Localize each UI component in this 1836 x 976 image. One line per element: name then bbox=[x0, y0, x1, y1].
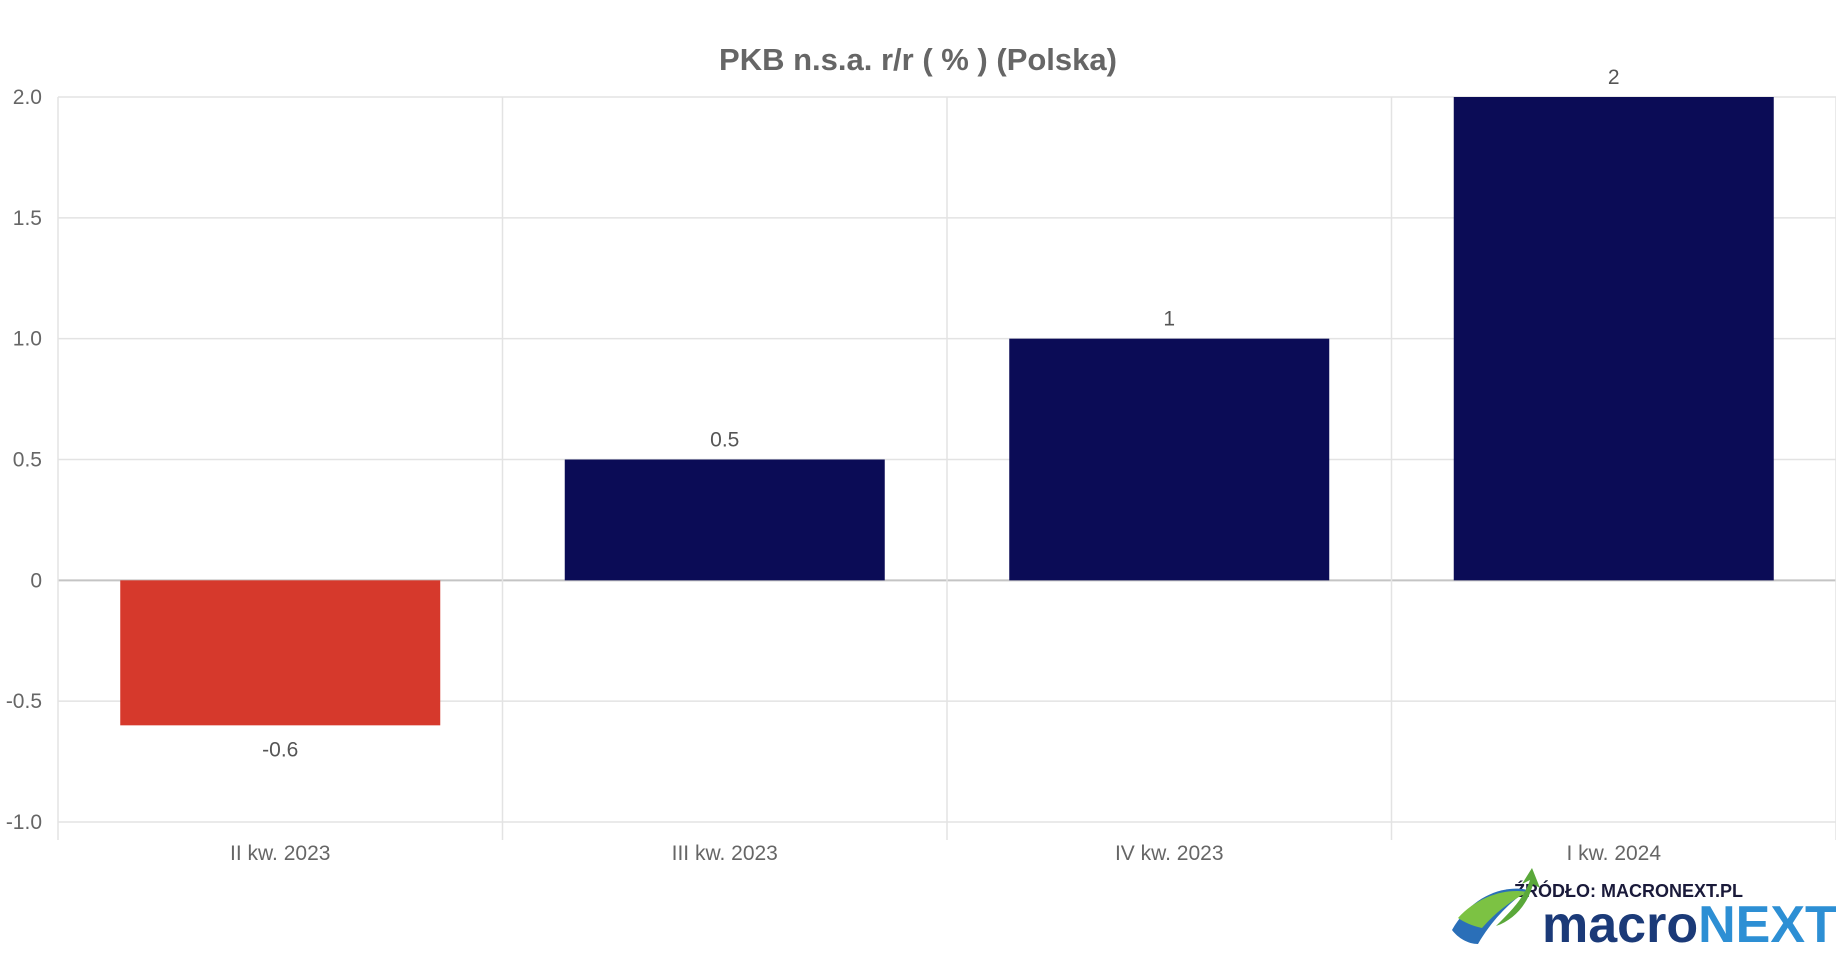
x-tick-label: I kw. 2024 bbox=[1566, 842, 1661, 865]
x-tick-label: II kw. 2023 bbox=[230, 842, 330, 865]
data-label: 1 bbox=[1163, 308, 1175, 331]
swoosh-arrow-icon bbox=[1452, 868, 1540, 944]
logo-wordmark-part2: NEXT bbox=[1698, 896, 1836, 954]
y-tick-label: 0.5 bbox=[13, 449, 42, 472]
y-tick-label: 1.0 bbox=[13, 328, 42, 351]
data-label: 2 bbox=[1608, 66, 1620, 89]
x-tick-label: III kw. 2023 bbox=[672, 842, 778, 865]
data-label: -0.6 bbox=[262, 738, 298, 761]
source-label: ŹRÓDŁO: MACRONEXT.PL bbox=[1514, 880, 1743, 901]
x-tick-label: IV kw. 2023 bbox=[1115, 842, 1224, 865]
source-logo: ŹRÓDŁO: MACRONEXT.PL macroNEXT bbox=[1452, 868, 1836, 954]
logo-wordmark: macroNEXT bbox=[1542, 896, 1836, 954]
logo-wordmark-part1: macro bbox=[1542, 896, 1698, 954]
y-tick-label: -1.0 bbox=[6, 811, 42, 834]
bar bbox=[1009, 338, 1330, 581]
y-tick-label: 1.5 bbox=[13, 207, 42, 230]
data-label: 0.5 bbox=[710, 429, 739, 452]
chart-title: PKB n.s.a. r/r ( % ) (Polska) bbox=[719, 42, 1117, 77]
y-tick-label: 2.0 bbox=[13, 86, 42, 109]
y-axis: -1.0 -0.5 0 0.5 1.0 1.5 2.0 bbox=[6, 86, 42, 834]
data-labels: -0.6 0.5 1 2 bbox=[262, 66, 1619, 761]
bar-series bbox=[120, 97, 1774, 726]
x-axis: II kw. 2023 III kw. 2023 IV kw. 2023 I kw. … bbox=[230, 842, 1661, 865]
bar bbox=[120, 580, 441, 726]
bar bbox=[564, 459, 885, 581]
bar bbox=[1453, 97, 1774, 581]
y-tick-label: -0.5 bbox=[6, 690, 42, 713]
y-tick-label: 0 bbox=[30, 569, 42, 592]
